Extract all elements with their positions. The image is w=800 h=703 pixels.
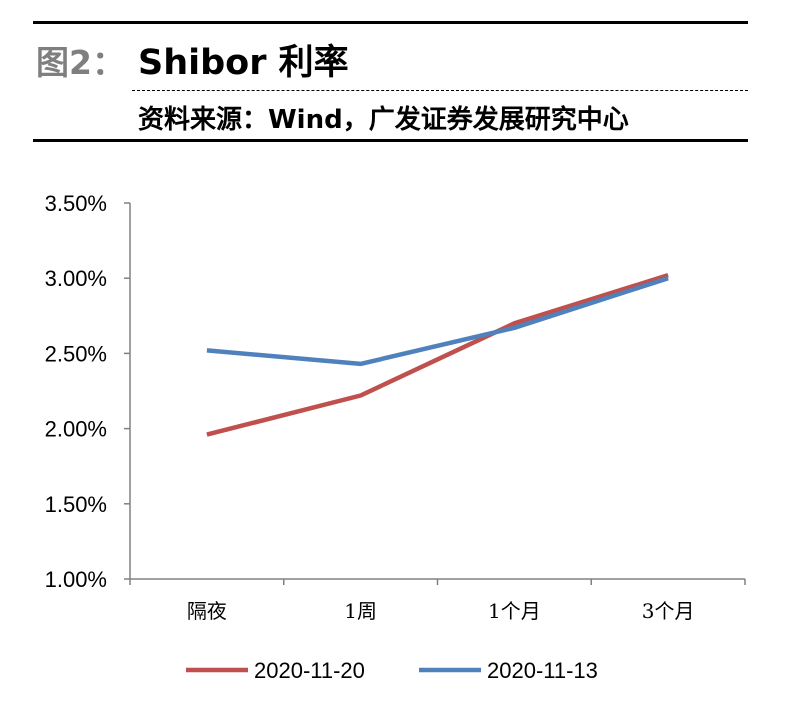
header-dashed-rule xyxy=(132,90,748,91)
y-tick-label: 3.00% xyxy=(45,266,107,291)
y-tick-label: 1.50% xyxy=(45,492,107,517)
x-tick-label: 隔夜 xyxy=(187,599,227,623)
y-axis-ticks: 1.00% 1.50% 2.00% 2.50% 3.00% 3.50% xyxy=(45,191,130,592)
header-top-rule xyxy=(33,21,748,24)
x-tick-label: 1周 xyxy=(344,599,377,623)
series-line-2020-11-13 xyxy=(206,276,669,367)
series-line-2020-11-20 xyxy=(206,273,669,437)
chart-legend: 2020-11-20 2020-11-13 xyxy=(186,658,598,683)
chart-series xyxy=(206,273,669,437)
y-tick-label: 1.00% xyxy=(45,567,107,592)
legend-label: 2020-11-13 xyxy=(487,658,598,683)
legend-label: 2020-11-20 xyxy=(254,658,365,683)
y-tick-label: 2.50% xyxy=(45,341,107,366)
figure-label: 图2： xyxy=(36,43,125,82)
x-axis-ticks: 隔夜 1周 1个月 3个月 xyxy=(129,579,746,623)
y-tick-label: 2.00% xyxy=(45,417,107,442)
chart-title: Shibor 利率 xyxy=(138,43,349,83)
source-note: 资料来源：Wind，广发证券发展研究中心 xyxy=(138,105,629,135)
x-tick-label: 3个月 xyxy=(642,599,695,623)
y-tick-label: 3.50% xyxy=(45,191,107,216)
header-bottom-rule xyxy=(33,139,748,142)
x-tick-label: 1个月 xyxy=(488,599,541,623)
chart-axes xyxy=(129,203,745,580)
